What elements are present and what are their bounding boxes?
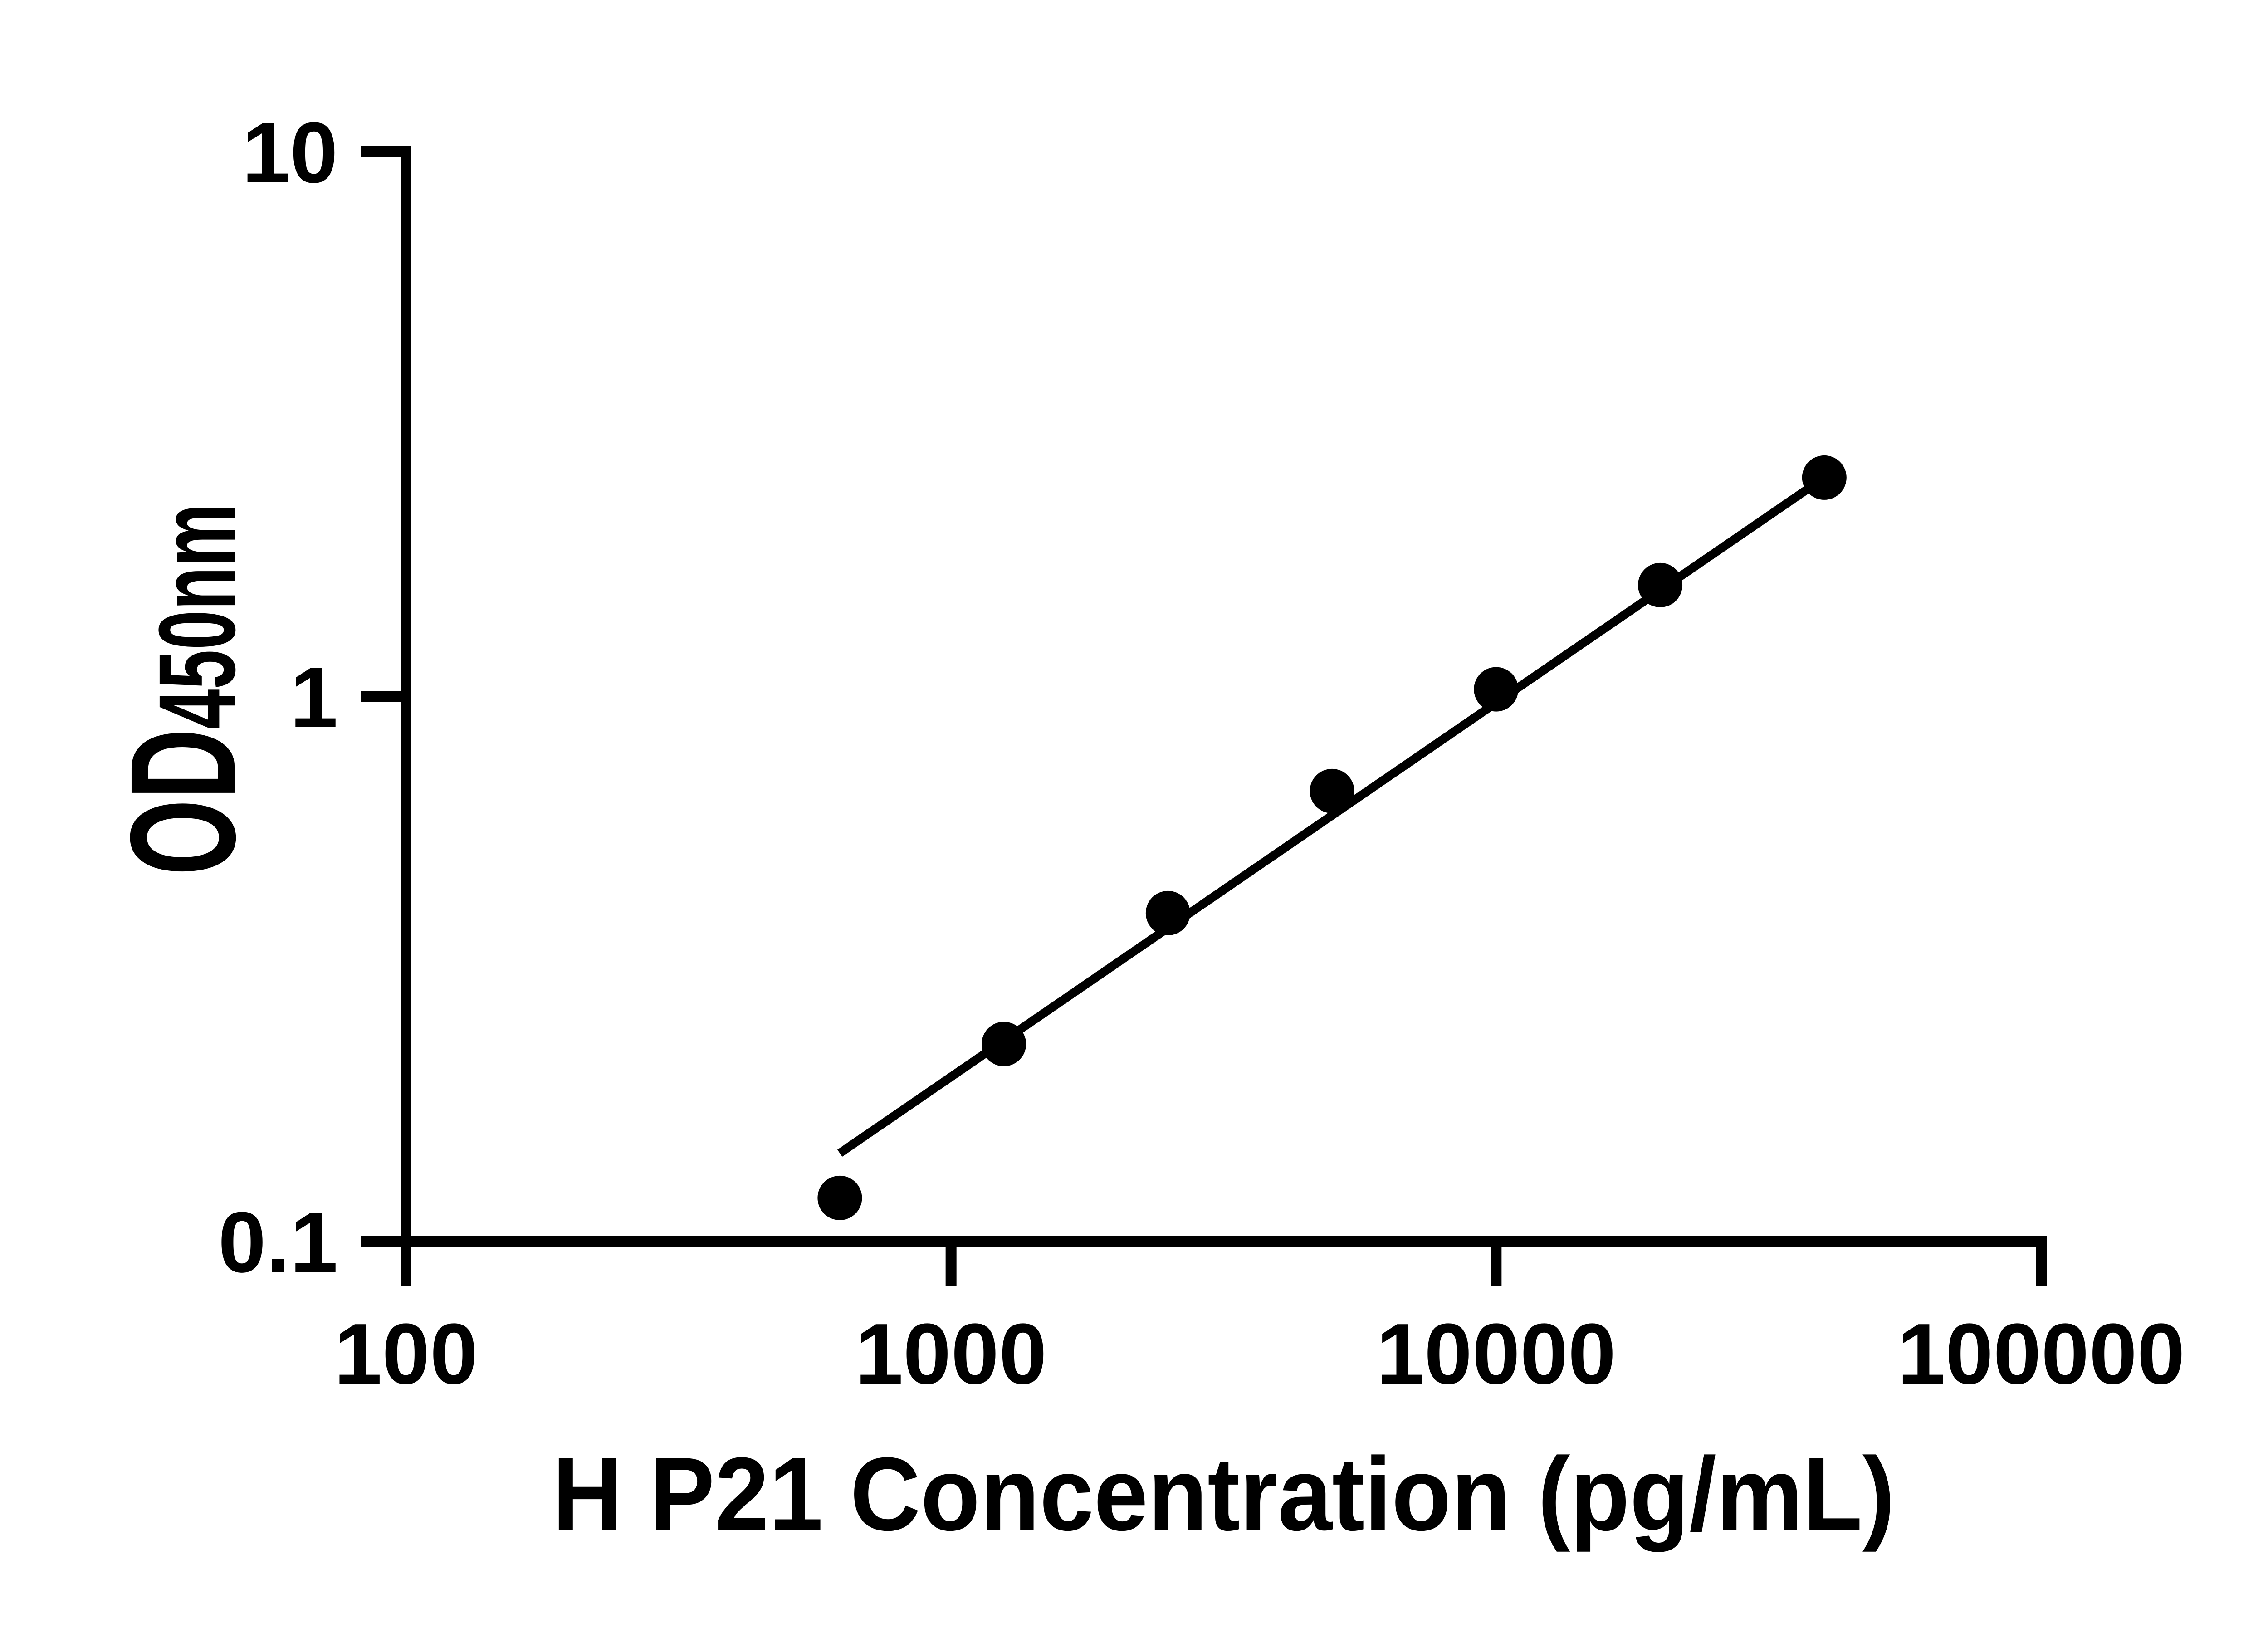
y-tick-label: 1 [290,650,338,746]
data-point [1310,768,1354,813]
x-tick-label: 100 [334,1306,478,1402]
data-point [1474,667,1519,712]
y-axis-title: OD450nm [99,504,266,875]
data-point [817,1175,862,1220]
x-tick-label: 10000 [1376,1306,1616,1402]
x-axis-title: H P21 Concentration (pg/mL) [552,1436,1895,1552]
x-tick-label: 1000 [855,1306,1047,1402]
data-point [1638,562,1683,607]
data-point [982,1022,1026,1066]
data-point [1145,890,1190,935]
x-tick-label: 100000 [1897,1306,2185,1402]
data-point [1802,455,1847,500]
y-tick-label: 10 [242,105,338,201]
y-tick-label: 0.1 [218,1194,338,1291]
